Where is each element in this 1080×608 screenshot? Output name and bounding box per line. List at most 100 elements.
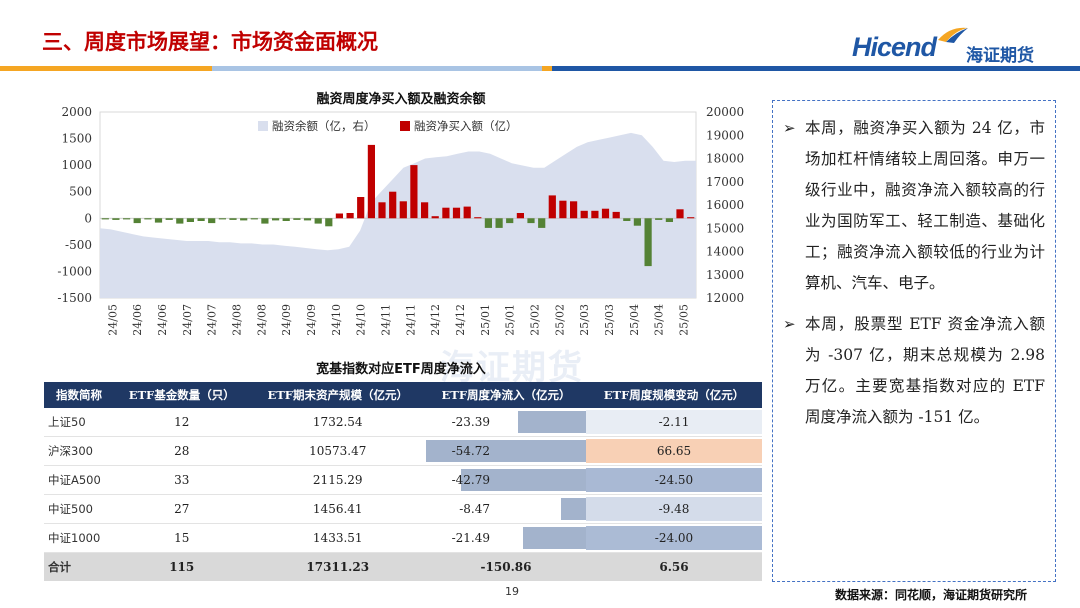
cell-name: 中证A500 — [44, 465, 114, 495]
note-text: 本周，股票型 ETF 资金净流入额为 -307 亿，期末总规模为 2.98 万亿… — [805, 315, 1045, 426]
net-buy-bar — [144, 218, 152, 220]
y-left-tick-label: 500 — [69, 185, 92, 199]
net-buy-bar — [548, 195, 556, 219]
net-buy-bar — [442, 207, 450, 219]
net-buy-bar — [655, 218, 663, 220]
cell-change: -24.00 — [586, 523, 762, 553]
cell-inflow: -42.79 — [426, 465, 586, 495]
inflow-value: -8.47 — [459, 502, 490, 516]
chart-title: 融资周度净买入额及融资余额 — [316, 92, 486, 107]
net-buy-bar — [335, 213, 343, 219]
cell-change: -9.48 — [586, 494, 762, 524]
cell-change: 66.65 — [586, 436, 762, 466]
x-tick-label: 25/04 — [653, 304, 666, 336]
logo-brand: Hicend — [852, 32, 937, 62]
net-buy-bar — [452, 207, 461, 219]
header-band-3 — [542, 66, 552, 71]
table-row: 中证1000 15 1433.51 -21.49 -24.00 — [44, 523, 762, 553]
net-buy-bar — [484, 218, 492, 228]
y-right-tick-label: 13000 — [706, 268, 744, 282]
cell-count: 33 — [114, 465, 250, 495]
inflow-bar — [517, 411, 586, 433]
net-buy-bar — [612, 211, 620, 219]
total-change: 6.56 — [586, 552, 762, 581]
x-tick-label: 24/12 — [454, 304, 467, 336]
net-buy-bar — [261, 218, 269, 224]
net-buy-bar — [474, 217, 482, 219]
legend-swatch-net-buy — [400, 121, 410, 131]
table-row: 中证500 27 1456.41 -8.47 -9.48 — [44, 494, 762, 524]
net-buy-bar — [570, 201, 578, 219]
note-item: ➢ 本周，股票型 ETF 资金净流入额为 -307 亿，期末总规模为 2.98 … — [783, 309, 1045, 433]
data-source: 数据来源：同花顺，海证期货研究所 — [835, 588, 1028, 602]
page-number: 19 — [505, 585, 519, 598]
net-buy-bar — [516, 213, 524, 219]
net-buy-bar — [293, 218, 301, 220]
change-value: 66.65 — [656, 444, 692, 458]
cell-count: 12 — [114, 408, 250, 437]
net-buy-bar — [687, 217, 695, 219]
cell-inflow: -8.47 — [426, 494, 586, 524]
header-change: ETF周度规模变动（亿元） — [586, 382, 762, 408]
net-buy-bar — [378, 202, 386, 219]
header-aum: ETF期末资产规模（亿元） — [249, 382, 426, 408]
net-buy-bar — [506, 218, 514, 224]
table-title: 宽基指数对应ETF周度净流入 — [316, 362, 486, 377]
x-tick-label: 24/07 — [181, 304, 194, 336]
net-buy-bar — [410, 165, 418, 219]
cell-aum: 1732.54 — [249, 408, 426, 437]
margin-chart: 2000 1500 1000 500 0 -500 -1000 -1500 20000 19000… — [57, 105, 744, 336]
net-buy-bar — [389, 191, 397, 219]
x-tick-label: 24/10 — [355, 304, 368, 336]
net-buy-bar — [623, 218, 631, 221]
inflow-bar — [561, 498, 586, 520]
net-buy-bar — [527, 218, 535, 224]
cell-inflow: -21.49 — [426, 523, 586, 553]
net-buy-bar — [367, 144, 375, 219]
x-tick-label: 25/05 — [677, 304, 690, 336]
cell-name: 沪深300 — [44, 436, 114, 466]
cell-name: 中证500 — [44, 494, 114, 524]
x-tick-label: 25/04 — [628, 304, 641, 336]
table-total-row: 合计 115 17311.23 -150.86 6.56 — [44, 552, 762, 581]
x-tick-label: 24/05 — [106, 304, 119, 336]
arrow-bullet-icon: ➢ — [783, 119, 796, 137]
y-left-tick-label: 1000 — [61, 158, 92, 172]
cell-aum: 10573.47 — [249, 436, 426, 466]
logo-brand-cn: 海证期货 — [966, 46, 1034, 66]
y-right-tick-label: 20000 — [706, 105, 744, 119]
x-tick-label: 24/10 — [330, 304, 343, 336]
y-right-tick-label: 19000 — [706, 128, 744, 142]
net-buy-bar — [303, 218, 312, 221]
net-buy-bar — [133, 218, 141, 224]
cell-change: -24.50 — [586, 465, 762, 495]
header-inflow: ETF周度净流入（亿元） — [426, 382, 586, 408]
y-left-tick-label: -500 — [65, 238, 92, 252]
net-buy-bar — [229, 218, 237, 220]
y-right-tick-label: 18000 — [706, 152, 744, 166]
net-buy-bar — [495, 218, 503, 228]
net-buy-bar — [176, 218, 184, 224]
net-buy-bar — [154, 218, 163, 223]
arrow-bullet-icon: ➢ — [783, 315, 796, 333]
change-fill — [586, 497, 762, 521]
cell-name: 中证1000 — [44, 523, 114, 553]
x-tick-label: 25/01 — [479, 304, 492, 336]
total-inflow: -150.86 — [426, 552, 586, 581]
net-buy-bar — [282, 218, 290, 221]
change-value: -24.50 — [654, 473, 694, 487]
y-left-tick-label: 0 — [84, 211, 92, 225]
y-right-tick-label: 16000 — [706, 198, 744, 212]
table-row: 中证A500 33 2115.29 -42.79 -24.50 — [44, 465, 762, 495]
net-buy-bar — [676, 209, 684, 219]
x-tick-label: 24/09 — [305, 304, 318, 336]
cell-aum: 1456.41 — [249, 494, 426, 524]
header-count: ETF基金数量（只） — [114, 382, 250, 408]
y-right-tick-label: 15000 — [706, 221, 744, 235]
net-buy-bar — [250, 218, 258, 220]
cell-count: 15 — [114, 523, 250, 553]
net-buy-bar — [123, 218, 131, 220]
inflow-value: -23.39 — [451, 415, 490, 429]
x-tick-label: 25/01 — [504, 304, 517, 336]
inflow-bar — [426, 440, 586, 462]
